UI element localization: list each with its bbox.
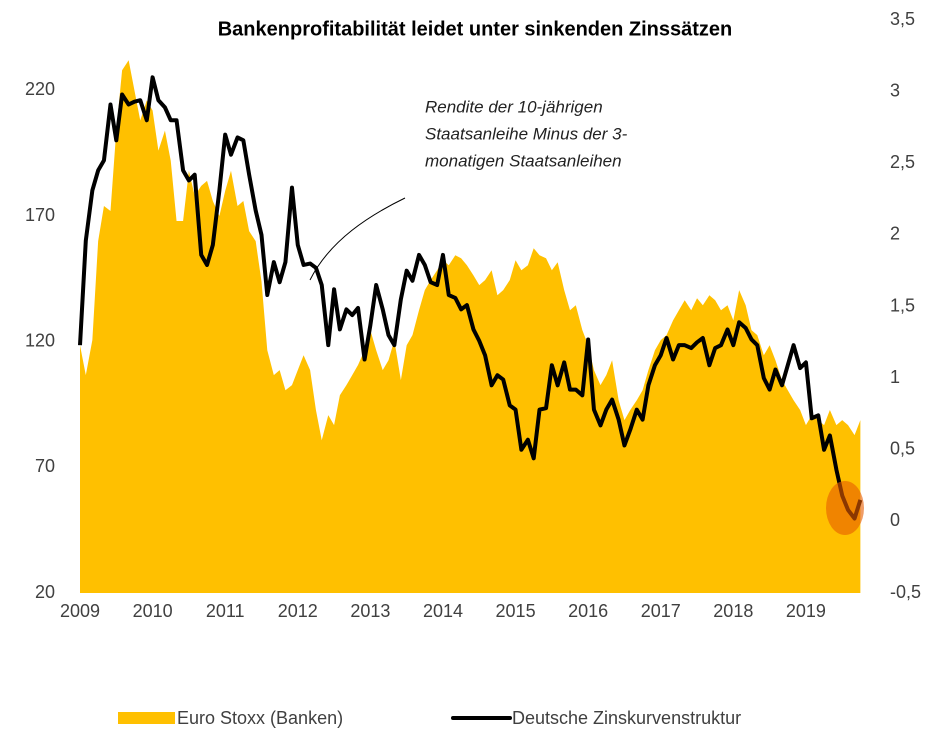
y-tick-label: 70 xyxy=(35,456,55,476)
annotation-pointer xyxy=(309,197,406,281)
x-tick-label: 2015 xyxy=(496,601,536,621)
x-tick-label: 2017 xyxy=(641,601,681,621)
plot-area: 20 70 120 170 220 -0,5 0 0,5 1 1,5 2 2,5 3 3,5 2009 201… xyxy=(25,9,921,728)
y2-tick-label: 0 xyxy=(890,510,900,530)
x-tick-label: 2019 xyxy=(786,601,826,621)
annotation-line: Staatsanleihe Minus der 3- xyxy=(425,124,628,143)
y-tick-label: 220 xyxy=(25,79,55,99)
annotation-line: monatigen Staatsanleihen xyxy=(425,151,622,170)
annotation-line: Rendite der 10-jährigen xyxy=(425,97,603,116)
x-tick-label: 2010 xyxy=(133,601,173,621)
y2-tick-label: 3 xyxy=(890,80,900,100)
y2-tick-label: 2 xyxy=(890,224,900,244)
x-tick-label: 2018 xyxy=(713,601,753,621)
chart-title: Bankenprofitabilität leidet unter sinken… xyxy=(218,18,733,40)
legend-swatch xyxy=(118,712,175,724)
y-tick-label: 120 xyxy=(25,330,55,350)
x-tick-label: 2012 xyxy=(278,601,318,621)
area xyxy=(80,60,861,594)
y2-tick-label: 1 xyxy=(890,367,900,387)
x-tick-label: 2009 xyxy=(60,601,100,621)
y-tick-label: 170 xyxy=(25,205,55,225)
x-tick-label: 2016 xyxy=(568,601,608,621)
y2-tick-label: 2,5 xyxy=(890,152,915,172)
y2-tick-label: -0,5 xyxy=(890,582,921,602)
line xyxy=(78,75,863,521)
highlight-circle xyxy=(826,481,864,535)
legend-label: Deutsche Zinskurvenstruktur xyxy=(512,708,741,728)
x-tick-label: 2013 xyxy=(350,601,390,621)
x-tick-label: 2011 xyxy=(206,601,245,621)
y-tick-label: 20 xyxy=(35,582,55,602)
x-tick-label: 2014 xyxy=(423,601,463,621)
y2-tick-label: 0,5 xyxy=(890,439,915,459)
y2-tick-label: 3,5 xyxy=(890,9,915,29)
y2-tick-label: 1,5 xyxy=(890,295,915,315)
legend-label: Euro Stoxx (Banken) xyxy=(177,708,343,728)
